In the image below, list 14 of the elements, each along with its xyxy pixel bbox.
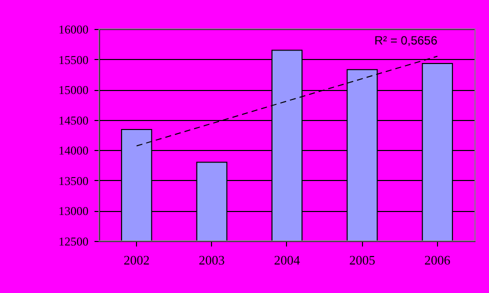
y-tick-label: 16000 [58,22,88,36]
annotation: R² = 0,5656 [374,33,438,48]
y-tick-label: 15000 [58,83,88,98]
x-tick-label: 2002 [124,252,150,268]
y-tick-label: 13000 [58,204,88,218]
y-tick-label: 12500 [58,234,88,248]
x-tick-label: 2003 [198,252,225,268]
x-tick-label: 2004 [274,252,300,268]
y-tick-label: 14500 [58,113,88,128]
y-tick-label: 15500 [58,52,88,67]
y-tick-label: 14000 [58,144,88,158]
x-tick-label: 2006 [424,252,451,268]
y-tick-label: 13500 [58,174,88,188]
x-tick-label: 2005 [349,252,376,268]
